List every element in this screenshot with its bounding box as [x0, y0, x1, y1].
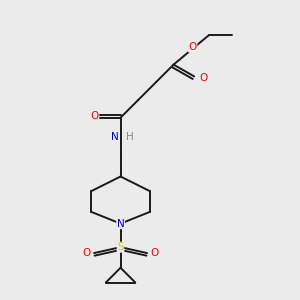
Text: O: O	[189, 42, 197, 52]
Text: O: O	[82, 248, 91, 258]
Text: O: O	[199, 73, 207, 83]
Text: O: O	[90, 111, 98, 121]
Text: H: H	[125, 132, 133, 142]
Text: N: N	[111, 132, 119, 142]
Text: N: N	[117, 219, 124, 229]
Text: S: S	[117, 242, 124, 252]
Text: O: O	[150, 248, 158, 258]
